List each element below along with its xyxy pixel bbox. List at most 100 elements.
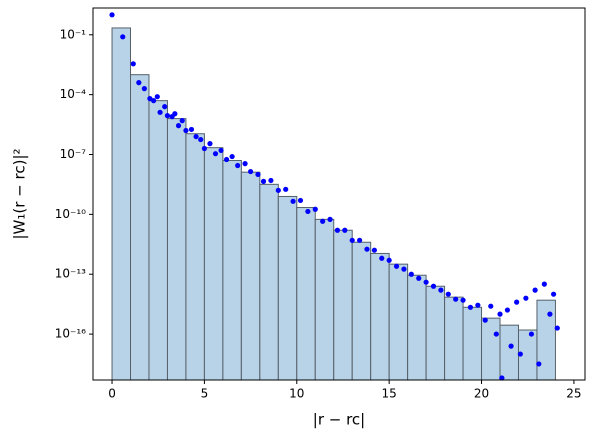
point xyxy=(499,375,505,381)
bar xyxy=(370,252,390,381)
y-tick-label: 10⁻¹⁶ xyxy=(55,327,86,341)
point xyxy=(136,80,142,86)
point xyxy=(320,218,326,224)
bar xyxy=(166,118,187,381)
x-tick-label: 15 xyxy=(382,387,397,401)
point xyxy=(212,151,219,157)
x-tick-label: 10 xyxy=(289,387,304,401)
x-tick-label: 5 xyxy=(201,387,209,401)
point xyxy=(467,304,474,310)
point xyxy=(364,246,370,252)
point xyxy=(154,94,160,100)
point xyxy=(416,275,422,281)
bar xyxy=(240,171,261,381)
bar xyxy=(277,195,298,381)
bar xyxy=(481,317,501,381)
y-tick-label: 10⁻¹ xyxy=(60,27,87,41)
x-axis-label: |r − rc| xyxy=(313,411,365,429)
point xyxy=(430,283,437,289)
bar xyxy=(148,100,168,381)
y-tick-label: 10⁻⁷ xyxy=(60,147,87,161)
point xyxy=(460,297,466,303)
point xyxy=(201,145,208,152)
bar xyxy=(388,263,409,381)
point xyxy=(550,291,557,297)
point xyxy=(379,255,385,261)
point xyxy=(175,123,182,129)
x-tick-label: 25 xyxy=(566,387,581,401)
bar xyxy=(203,147,224,381)
point xyxy=(130,61,136,67)
point xyxy=(393,263,400,269)
bar xyxy=(536,299,556,381)
bar xyxy=(351,241,372,381)
point xyxy=(268,177,274,184)
bar xyxy=(462,306,483,381)
point xyxy=(453,296,459,302)
point xyxy=(290,198,296,204)
point xyxy=(508,343,514,349)
point xyxy=(305,208,311,215)
point xyxy=(207,141,213,147)
point xyxy=(475,302,481,308)
point xyxy=(497,311,503,317)
bar xyxy=(296,207,316,381)
point xyxy=(255,171,261,178)
point xyxy=(157,109,163,115)
point xyxy=(445,291,451,297)
point xyxy=(547,311,553,317)
bar xyxy=(314,218,335,381)
x-tick-label: 0 xyxy=(108,387,116,401)
point xyxy=(198,136,204,143)
bar xyxy=(499,324,519,381)
point xyxy=(109,12,115,18)
bar xyxy=(444,296,464,381)
point xyxy=(120,34,126,40)
bar xyxy=(425,285,446,381)
point xyxy=(247,168,254,175)
point xyxy=(349,237,355,243)
point xyxy=(488,303,494,309)
point xyxy=(386,257,392,263)
plot-frame xyxy=(92,7,586,381)
point xyxy=(536,361,542,367)
point xyxy=(327,216,333,222)
bar xyxy=(130,74,150,381)
point xyxy=(312,206,318,212)
bar xyxy=(185,133,205,381)
point xyxy=(218,147,224,154)
point xyxy=(517,351,523,357)
bar xyxy=(407,274,427,381)
point xyxy=(482,317,488,323)
point xyxy=(401,266,407,272)
y-tick-label: 10⁻¹⁰ xyxy=(55,207,86,221)
point xyxy=(334,227,341,233)
bar xyxy=(259,183,279,381)
y-axis-label: |W₁(r − rc)|² xyxy=(11,148,29,239)
point xyxy=(541,281,547,287)
point xyxy=(162,104,168,110)
x-tick-label: 20 xyxy=(474,387,489,401)
point xyxy=(528,331,535,337)
point xyxy=(235,162,241,169)
point xyxy=(283,186,289,192)
point xyxy=(164,113,171,119)
point xyxy=(179,118,185,124)
point xyxy=(523,295,529,301)
bar xyxy=(333,229,353,381)
point xyxy=(141,86,147,92)
point xyxy=(357,237,363,243)
point xyxy=(408,271,414,277)
y-tick-label: 10⁻¹³ xyxy=(55,267,86,281)
point xyxy=(223,156,230,163)
point xyxy=(514,299,520,305)
point xyxy=(242,161,248,167)
point xyxy=(188,126,195,133)
point xyxy=(172,111,178,117)
point xyxy=(275,187,281,193)
point xyxy=(532,287,538,293)
point xyxy=(493,331,499,337)
point xyxy=(260,178,267,184)
bar xyxy=(222,160,242,381)
